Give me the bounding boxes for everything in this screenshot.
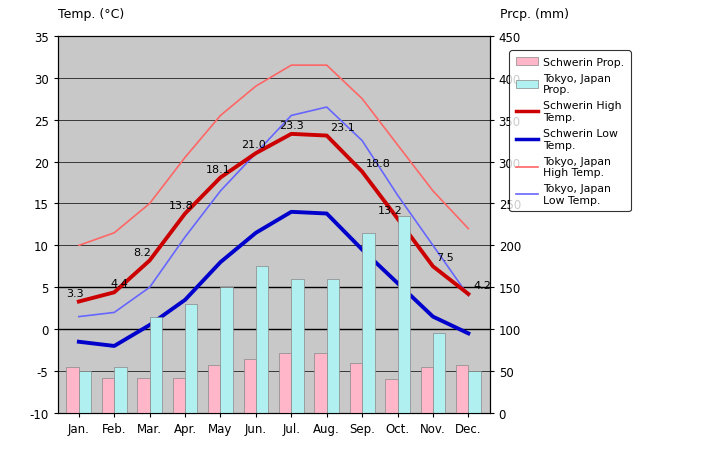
Legend: Schwerin Prop., Tokyo, Japan
Prop., Schwerin High
Temp., Schwerin Low
Temp., Tok: Schwerin Prop., Tokyo, Japan Prop., Schw…	[510, 51, 631, 212]
Bar	[102, 378, 114, 413]
Bar	[327, 279, 339, 413]
Bar	[420, 367, 433, 413]
Bar	[468, 371, 481, 413]
Text: 3.3: 3.3	[66, 288, 84, 298]
Text: 21.0: 21.0	[241, 140, 266, 150]
Bar	[397, 217, 410, 413]
Bar	[279, 353, 292, 413]
Text: 13.8: 13.8	[169, 200, 194, 210]
Bar	[66, 367, 79, 413]
Bar	[433, 334, 446, 413]
Bar	[220, 288, 233, 413]
Bar	[385, 380, 397, 413]
Text: 18.1: 18.1	[206, 164, 230, 174]
Bar	[185, 304, 197, 413]
Text: Prcp. (mm): Prcp. (mm)	[500, 8, 570, 21]
Bar	[350, 363, 362, 413]
Bar	[114, 367, 127, 413]
Text: 18.8: 18.8	[366, 158, 390, 168]
Bar	[173, 378, 185, 413]
Text: 13.2: 13.2	[378, 205, 402, 215]
Bar	[256, 267, 269, 413]
Bar	[243, 359, 256, 413]
Text: 23.1: 23.1	[330, 123, 355, 132]
Bar	[315, 353, 327, 413]
Bar	[456, 365, 468, 413]
Bar	[208, 365, 220, 413]
Bar	[138, 378, 150, 413]
Text: 4.2: 4.2	[474, 280, 492, 291]
Bar	[292, 279, 304, 413]
Bar	[362, 233, 374, 413]
Text: Temp. (°C): Temp. (°C)	[58, 8, 124, 21]
Text: 7.5: 7.5	[436, 253, 454, 263]
Text: 23.3: 23.3	[279, 121, 304, 131]
Text: 8.2: 8.2	[134, 247, 152, 257]
Text: 4.4: 4.4	[111, 279, 129, 289]
Bar	[150, 317, 162, 413]
Bar	[79, 371, 91, 413]
